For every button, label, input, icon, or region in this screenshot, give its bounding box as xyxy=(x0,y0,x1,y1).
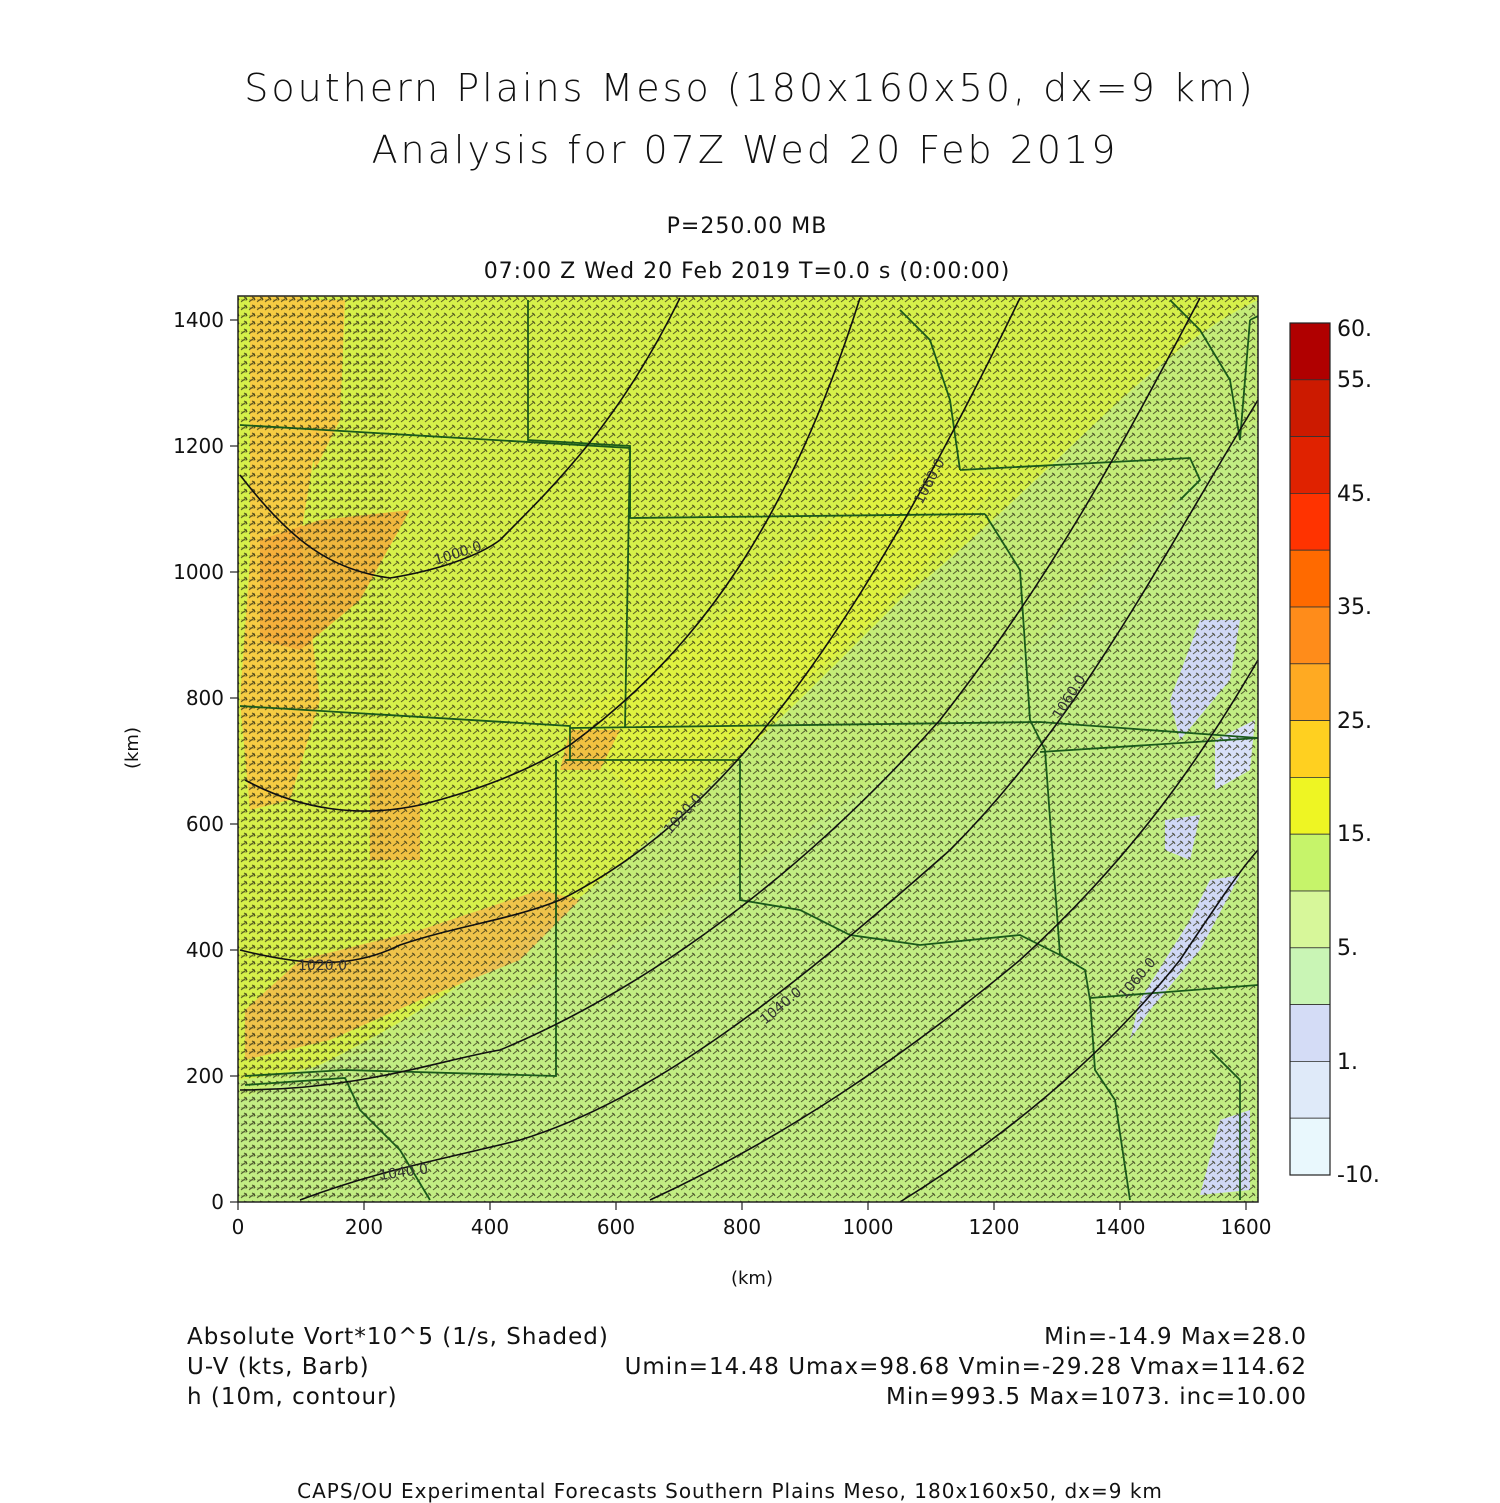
colorbar-label: -10. xyxy=(1337,1163,1380,1188)
colorbar-segment xyxy=(1289,1117,1331,1176)
contour-1000-a xyxy=(239,297,681,579)
x-tick-labels: 0 200 400 600 800 1000 1200 1400 1600 xyxy=(232,1215,1272,1239)
boundary-ne-edge xyxy=(1249,315,1258,321)
boundary-mo-ia xyxy=(959,457,1202,501)
footer-wind-range: Umin=14.48 Umax=98.68 Vmin=-29.28 Vmax=1… xyxy=(624,1354,1307,1380)
height-contours xyxy=(239,297,1259,1203)
boundary-la-ms xyxy=(1209,1049,1241,1200)
contour-1020 xyxy=(239,297,1021,964)
y-tick-label: 1000 xyxy=(173,560,224,584)
colorbar-segment xyxy=(1289,720,1331,778)
boundary-nm-tx xyxy=(244,760,557,1077)
contour-1060-a xyxy=(649,659,1259,1201)
y-tick-label: 1400 xyxy=(173,308,224,332)
contour-label: 1020.0 xyxy=(298,958,347,974)
pressure-level: P=250.00 MB xyxy=(666,214,828,239)
x-tick-label: 1200 xyxy=(969,1215,1020,1239)
contour-1000-b xyxy=(244,297,861,812)
x-axis-label: (km) xyxy=(731,1268,773,1289)
colorbar-segment xyxy=(1289,777,1331,835)
colorbar-segment xyxy=(1289,1061,1331,1119)
y-tick-labels: 0 200 400 600 800 1000 1200 1400 xyxy=(173,308,224,1214)
colorbar-segment xyxy=(1289,492,1331,551)
state-boundaries xyxy=(239,299,1258,1201)
boundary-ne xyxy=(527,300,986,519)
boundary-tx-ok xyxy=(565,759,1061,956)
y-tick-label: 0 xyxy=(211,1190,224,1214)
colorbar-segment xyxy=(1289,833,1331,892)
contour-1040-a xyxy=(239,297,1201,1091)
tick-marks xyxy=(230,319,1247,1210)
colorbar-segment xyxy=(1289,549,1331,608)
x-tick-label: 800 xyxy=(723,1215,761,1239)
boundary-mo-ar xyxy=(1039,737,1258,753)
x-tick-label: 1000 xyxy=(843,1215,894,1239)
x-tick-label: 1600 xyxy=(1221,1215,1272,1239)
boundary-la-ar xyxy=(1089,984,1258,999)
y-tick-label: 200 xyxy=(186,1064,224,1088)
boundary-ia-ne xyxy=(899,309,961,471)
y-tick-label: 400 xyxy=(186,938,224,962)
boundary-ut-nm xyxy=(239,705,571,760)
contour-1040-b xyxy=(299,399,1259,1201)
boundary-ar xyxy=(1029,719,1091,1001)
colorbar-label: 45. xyxy=(1337,482,1372,507)
colorbar-frame xyxy=(1289,322,1331,1176)
colorbar-label: 25. xyxy=(1337,709,1372,734)
x-tick-label: 1400 xyxy=(1095,1215,1146,1239)
colorbar-segment xyxy=(1289,436,1331,494)
contour-label: 1040.0 xyxy=(378,1161,429,1184)
footer-barb-field: U-V (kts, Barb) xyxy=(187,1354,370,1380)
y-tick-label: 800 xyxy=(186,686,224,710)
credit-line: CAPS/OU Experimental Forecasts Southern … xyxy=(297,1479,1163,1503)
y-axis-label: (km) xyxy=(122,727,143,769)
x-tick-label: 0 xyxy=(232,1215,245,1239)
boundary-tx-la xyxy=(1089,997,1131,1201)
x-tick-label: 200 xyxy=(345,1215,383,1239)
y-tick-label: 600 xyxy=(186,812,224,836)
colorbar-segment xyxy=(1289,1004,1331,1062)
colorbar xyxy=(1289,322,1331,1176)
boundary-ms-river xyxy=(1169,299,1251,441)
footer-shaded-field: Absolute Vort*10^5 (1/s, Shaded) xyxy=(187,1324,609,1350)
wind-barbs-west xyxy=(238,296,388,1202)
footer-contour-field: h (10m, contour) xyxy=(187,1384,398,1410)
map-frame xyxy=(237,295,1259,1203)
x-tick-label: 600 xyxy=(597,1215,635,1239)
boundary-co-ok xyxy=(569,721,1258,739)
colorbar-label: 55. xyxy=(1337,368,1372,393)
colorbar-label: 1. xyxy=(1337,1050,1358,1075)
footer-contour-range: Min=993.5 Max=1073. inc=10.00 xyxy=(886,1384,1307,1410)
x-tick-label: 400 xyxy=(471,1215,509,1239)
colorbar-label: 60. xyxy=(1337,317,1372,342)
contour-1060-b xyxy=(899,849,1259,1203)
colorbar-segment xyxy=(1289,606,1331,665)
colorbar-label: 5. xyxy=(1337,936,1358,961)
colorbar-segment xyxy=(1289,890,1331,949)
colorbar-segment xyxy=(1289,322,1331,381)
colorbar-labels: 60. 55. 45. 35. 25. 15. 5. 1. -10. xyxy=(1337,317,1380,1188)
y-tick-label: 1200 xyxy=(173,434,224,458)
valid-time: 07:00 Z Wed 20 Feb 2019 T=0.0 s (0:00:00… xyxy=(483,259,1011,284)
colorbar-label: 15. xyxy=(1337,822,1372,847)
colorbar-segment xyxy=(1289,663,1331,721)
title-line-1: Southern Plains Meso (180x160x50, dx=9 k… xyxy=(244,66,1256,110)
colorbar-segment xyxy=(1289,947,1331,1005)
footer-shaded-range: Min=-14.9 Max=28.0 xyxy=(1044,1324,1307,1350)
boundary-wy-co xyxy=(239,424,631,729)
colorbar-segment xyxy=(1289,379,1331,437)
title-line-2: Analysis for 07Z Wed 20 Feb 2019 xyxy=(371,128,1119,172)
colorbar-label: 35. xyxy=(1337,595,1372,620)
boundary-ks-mo xyxy=(984,513,1031,721)
